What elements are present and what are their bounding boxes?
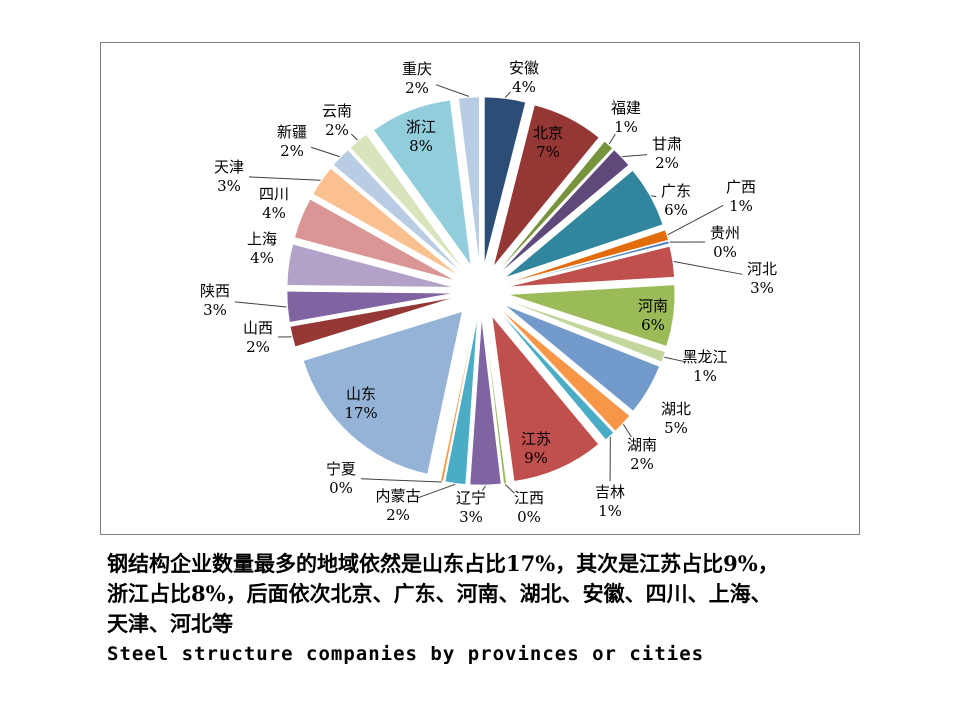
pie-slice-上海 (287, 244, 454, 288)
caption-line-2: 浙江占比8%，后面依次北京、广东、河南、湖北、安徽、四川、上海、 (107, 581, 772, 606)
slice-label-辽宁: 辽宁 3% (456, 489, 486, 526)
pie-slice-江苏 (491, 315, 599, 482)
leader-line-广东 (651, 195, 657, 198)
leader-line-辽宁 (481, 485, 486, 491)
slice-label-云南: 云南 2% (322, 102, 352, 139)
slice-label-新疆: 新疆 2% (277, 123, 307, 160)
pie-slice-广东 (505, 170, 664, 278)
pie-slice-贵州 (508, 240, 670, 285)
slice-label-上海: 上海 4% (247, 230, 277, 267)
slice-label-山东: 山东 17% (344, 385, 377, 422)
leader-line-江西 (504, 484, 515, 494)
pie-slice-吉林 (499, 311, 614, 440)
pie-slice-江西 (484, 318, 507, 484)
leader-line-福建 (608, 133, 616, 145)
pie-slice-辽宁 (469, 318, 502, 486)
pie-slice-浙江 (373, 99, 472, 266)
slice-label-宁夏: 宁夏 0% (326, 460, 356, 497)
slice-label-江西: 江西 0% (514, 489, 544, 526)
leader-line-内蒙古 (416, 483, 456, 499)
pie-slice-宁夏 (440, 318, 476, 482)
slice-label-天津: 天津 3% (214, 158, 244, 195)
pie-slice-内蒙古 (444, 318, 478, 485)
pie-slice-天津 (312, 168, 459, 276)
pie-wedges (286, 96, 676, 486)
slice-label-湖北: 湖北 5% (661, 400, 691, 437)
pie-slice-四川 (294, 198, 456, 281)
slice-label-内蒙古: 内蒙古 2% (375, 487, 420, 524)
slice-label-贵州: 贵州 0% (710, 224, 740, 261)
leader-line-黑龙江 (664, 356, 686, 363)
pie-labels: 安徽 4% 北京 7% 福建 1% 甘肃 2% 广东 6% 广西 1% 贵州 0%河北 3% 河南 6% 黑龙江 1… (200, 59, 777, 526)
slice-label-重庆: 重庆 2% (402, 60, 432, 97)
leader-line-湖南 (622, 423, 632, 438)
slice-label-甘肃: 甘肃 2% (652, 135, 682, 172)
leader-line-天津 (248, 176, 321, 181)
leader-line-宁夏 (360, 478, 442, 483)
caption-line-3: 天津、河北等 (107, 611, 233, 636)
pie-slice-安徽 (484, 96, 526, 264)
pie-slice-新疆 (333, 149, 461, 272)
slice-label-山西: 山西 2% (243, 319, 273, 356)
pie-slice-甘肃 (501, 149, 629, 272)
leader-line-陕西 (234, 301, 287, 308)
slice-label-河北: 河北 3% (747, 260, 777, 297)
chart-frame: 安徽 4% 北京 7% 福建 1% 甘肃 2% 广东 6% 广西 1% 贵州 0% 河北 3% 河南 6% 黑龙江 1… (100, 42, 860, 535)
pie-slice-湖北 (504, 305, 660, 412)
slice-label-四川: 四川 4% (259, 185, 289, 222)
leader-line-甘肃 (622, 154, 648, 158)
slice-label-黑龙江: 黑龙江 1% (682, 348, 727, 385)
slice-label-吉林: 吉林 1% (595, 483, 625, 520)
slice-label-江苏: 江苏 9% (521, 430, 551, 467)
pie-slice-湖南 (501, 309, 630, 432)
slice-label-广西: 广西 1% (726, 178, 756, 215)
slice-label-安徽: 安徽 4% (509, 59, 539, 96)
leader-line-新疆 (310, 146, 340, 158)
leader-line-云南 (350, 133, 358, 141)
leader-line-安徽 (504, 91, 511, 98)
pie-slice-云南 (349, 134, 464, 270)
caption-line-1: 钢结构企业数量最多的地域依然是山东占比17%，其次是江苏占比9%， (107, 551, 779, 576)
pie-slice-河北 (508, 246, 675, 288)
leader-line-广西 (667, 204, 724, 236)
pie-slice-山西 (290, 297, 454, 347)
pie-slice-北京 (493, 104, 600, 267)
pie-slice-黑龙江 (507, 300, 666, 363)
slice-label-广东: 广东 6% (661, 182, 691, 219)
pie-slice-山东 (303, 311, 463, 475)
caption-line-4: Steel structure companies by provinces o… (107, 643, 705, 665)
slice-label-浙江: 浙江 8% (406, 118, 436, 155)
pie-slice-福建 (499, 141, 613, 271)
slice-label-陕西: 陕西 3% (200, 282, 230, 319)
slice-label-北京: 北京 7% (533, 124, 563, 161)
pie-slice-陕西 (286, 291, 454, 323)
pie-slice-重庆 (458, 96, 480, 264)
leader-line-重庆 (435, 84, 470, 97)
caption: 钢结构企业数量最多的地域依然是山东占比17%，其次是江苏占比9%， 浙江占比8%… (107, 549, 947, 669)
pie-slice-广西 (507, 229, 669, 284)
slice-label-福建: 福建 1% (611, 99, 641, 136)
pie-svg: 安徽 4% 北京 7% 福建 1% 甘肃 2% 广东 6% 广西 1% 贵州 0%河北 3% 河南 6% 黑龙江 1… (200, 59, 777, 526)
pie-slice-河南 (508, 284, 676, 347)
slice-label-河南: 河南 6% (638, 297, 668, 334)
leader-line-河北 (673, 260, 743, 275)
slice-label-湖南: 湖南 2% (627, 436, 657, 473)
